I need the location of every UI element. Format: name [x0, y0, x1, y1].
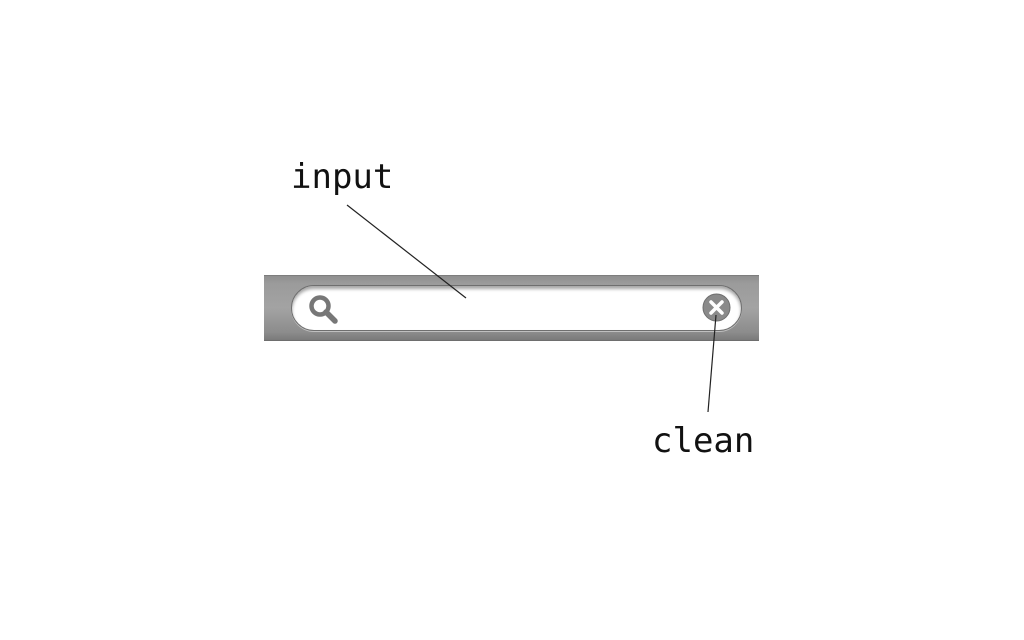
clean-callout-label: clean — [652, 421, 755, 461]
search-field[interactable] — [291, 285, 742, 331]
search-icon — [309, 295, 338, 324]
clear-button[interactable] — [702, 293, 731, 322]
search-input[interactable] — [348, 294, 692, 326]
input-callout-label: input — [291, 157, 394, 197]
close-icon — [709, 300, 724, 315]
